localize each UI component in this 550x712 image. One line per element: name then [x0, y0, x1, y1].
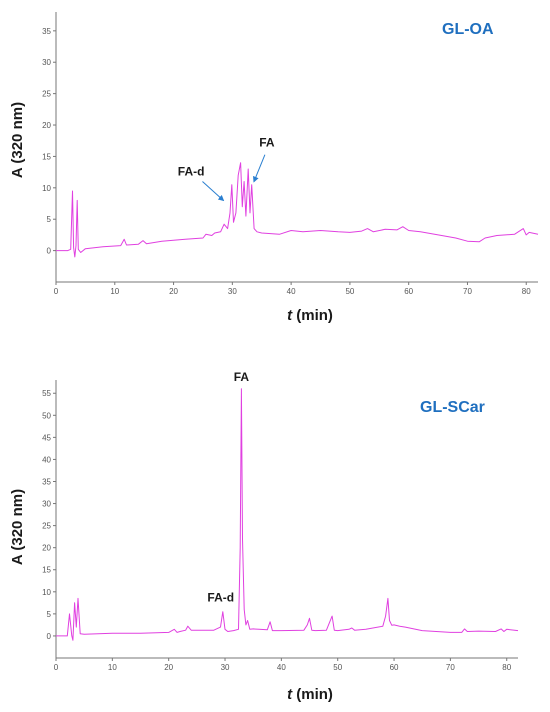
x-tick-label: 80	[502, 663, 511, 672]
y-tick-label: 15	[42, 566, 51, 575]
annotation-arrow	[202, 181, 225, 202]
x-axis-label-italic: t	[287, 686, 293, 703]
annotation-label: FA	[234, 370, 250, 384]
x-tick-label: 40	[287, 287, 296, 296]
series-line	[56, 162, 539, 258]
y-tick-label: 30	[42, 58, 51, 67]
y-tick-label: 50	[42, 411, 51, 420]
x-tick-label: 70	[463, 287, 472, 296]
y-tick-label: 35	[42, 27, 51, 36]
x-tick-label: 20	[164, 663, 173, 672]
y-tick-label: 30	[42, 500, 51, 509]
chart-panel-gl-scar: GL-SCar A (320 nm) t (min) 0 10 20 30 40 50 60…	[9, 370, 519, 703]
annotation-arrow	[253, 154, 266, 183]
y-tick-label: 40	[42, 455, 51, 464]
y-tick-label: 5	[47, 215, 52, 224]
x-tick-label: 40	[277, 663, 286, 672]
ticks: 0 10 20 30 40 50 60 70 80 0 5 10 15 20 25 30 35 40 45 50 55	[42, 389, 512, 672]
panel-title: GL-OA	[442, 21, 494, 38]
y-tick-label: 20	[42, 544, 51, 553]
annotation-label: FA-d	[207, 590, 234, 604]
y-tick-label: 45	[42, 433, 51, 442]
x-tick-label: 50	[345, 287, 354, 296]
x-axis-label-rest: (min)	[292, 307, 333, 324]
series-line	[56, 388, 519, 641]
annotation-label: FA	[259, 136, 275, 150]
x-tick-label: 50	[333, 663, 342, 672]
x-axis-label: t (min)	[287, 686, 333, 703]
axes	[55, 12, 538, 283]
annotations: FA-d FA	[178, 136, 275, 202]
y-tick-label: 35	[42, 477, 51, 486]
x-tick-label: 60	[390, 663, 399, 672]
y-tick-label: 5	[47, 610, 52, 619]
x-tick-label: 30	[221, 663, 230, 672]
chart-panel-gl-oa: GL-OA A (320 nm) t (min) 0 10 20 30 40 50 60 70…	[9, 12, 539, 324]
x-tick-label: 70	[446, 663, 455, 672]
y-tick-label: 15	[42, 152, 51, 161]
x-tick-label: 30	[228, 287, 237, 296]
x-tick-label: 10	[110, 287, 119, 296]
annotations: FA-d FA	[207, 370, 249, 605]
series	[56, 162, 539, 258]
y-tick-label: 10	[42, 588, 51, 597]
y-tick-label: 0	[47, 247, 52, 256]
y-tick-label: 55	[42, 389, 51, 398]
y-tick-label: 25	[42, 522, 51, 531]
x-tick-label: 20	[169, 287, 178, 296]
y-axis-label: A (320 nm)	[9, 102, 26, 178]
y-tick-label: 25	[42, 90, 51, 99]
x-axis-label-rest: (min)	[292, 686, 333, 703]
x-tick-label: 80	[522, 287, 531, 296]
x-tick-label: 10	[108, 663, 117, 672]
series	[56, 388, 519, 641]
y-tick-label: 0	[47, 632, 52, 641]
y-axis-label: A (320 nm)	[9, 489, 26, 565]
panel-title: GL-SCar	[420, 399, 485, 416]
axes	[55, 380, 518, 659]
x-axis-label: t (min)	[287, 307, 333, 324]
x-tick-label: 0	[54, 287, 59, 296]
annotation-label: FA-d	[178, 165, 205, 179]
x-axis-label-italic: t	[287, 307, 293, 324]
ticks: 0 10 20 30 40 50 60 70 80 0 5 10 15 20 25 30 35	[42, 27, 531, 296]
x-tick-label: 0	[54, 663, 59, 672]
y-tick-label: 10	[42, 184, 51, 193]
y-tick-label: 20	[42, 121, 51, 130]
x-tick-label: 60	[404, 287, 413, 296]
